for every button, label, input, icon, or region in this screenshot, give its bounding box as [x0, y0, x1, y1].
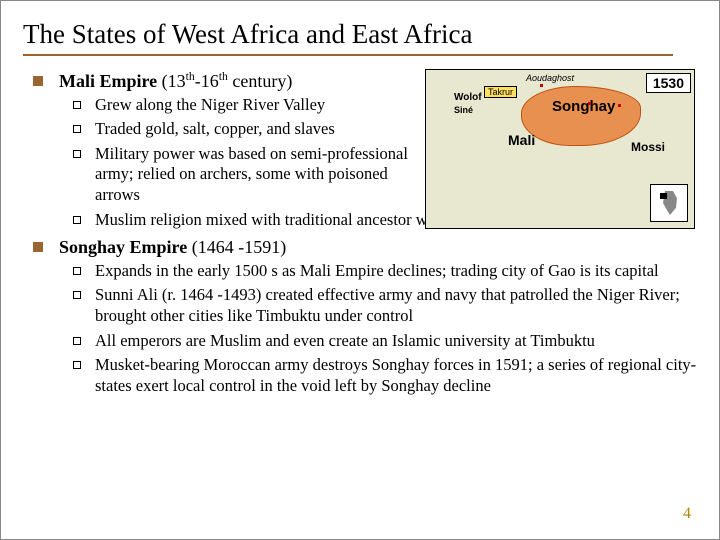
map-label-sine: Siné: [454, 105, 473, 115]
bullet-text: Expands in the early 1500 s as Mali Empi…: [95, 261, 659, 282]
list-item: Musket-bearing Moroccan army destroys So…: [73, 355, 697, 396]
slide-title: The States of West Africa and East Afric…: [23, 19, 697, 50]
page-number: 4: [683, 505, 691, 523]
heading-text: Mali Empire (13th-16th century): [59, 70, 292, 93]
bullet-text: All emperors are Muslim and even create …: [95, 331, 595, 352]
title-underline: [23, 54, 673, 56]
map-label-wolof: Wolof: [454, 92, 482, 103]
bullet-text: Traded gold, salt, copper, and slaves: [95, 119, 335, 140]
map-label-mossi: Mossi: [631, 140, 665, 154]
bullet-hollow-square-icon: [73, 291, 81, 299]
map-label-aoudaghost: Aoudaghost: [526, 73, 574, 83]
map-dot-icon: [588, 102, 591, 105]
bullet-text: Muslim religion mixed with traditional a…: [95, 210, 469, 231]
bullet-square-icon: [33, 242, 43, 252]
map-label-mali: Mali: [508, 132, 535, 148]
bullet-text: Military power was based on semi-profess…: [95, 144, 435, 206]
section-songhay-heading: Songhay Empire (1464 -1591): [33, 236, 697, 259]
bullet-hollow-square-icon: [73, 125, 81, 133]
bullet-hollow-square-icon: [73, 267, 81, 275]
list-item: Sunni Ali (r. 1464 -1493) created effect…: [73, 285, 697, 326]
map-dot-icon: [618, 104, 621, 107]
bullet-hollow-square-icon: [73, 361, 81, 369]
list-item: Expands in the early 1500 s as Mali Empi…: [73, 261, 697, 282]
map-region-songhay: [521, 86, 641, 146]
bullet-hollow-square-icon: [73, 101, 81, 109]
map-dot-icon: [540, 84, 543, 87]
list-item: All emperors are Muslim and even create …: [73, 331, 697, 352]
bullet-text: Musket-bearing Moroccan army destroys So…: [95, 355, 697, 396]
bullet-hollow-square-icon: [73, 216, 81, 224]
bullet-text: Grew along the Niger River Valley: [95, 95, 325, 116]
map-year-label: 1530: [646, 73, 691, 93]
map-label-takrur: Takrur: [484, 86, 517, 98]
bullet-square-icon: [33, 76, 43, 86]
bullet-text: Sunni Ali (r. 1464 -1493) created effect…: [95, 285, 695, 326]
map-inset-africa-icon: [650, 184, 688, 222]
map-label-songhay: Songhay: [552, 98, 615, 115]
bullet-hollow-square-icon: [73, 150, 81, 158]
west-africa-map: 1530 Songhay Mali Mossi Wolof Siné Takru…: [425, 69, 695, 229]
bullet-hollow-square-icon: [73, 337, 81, 345]
heading-text: Songhay Empire (1464 -1591): [59, 236, 286, 259]
